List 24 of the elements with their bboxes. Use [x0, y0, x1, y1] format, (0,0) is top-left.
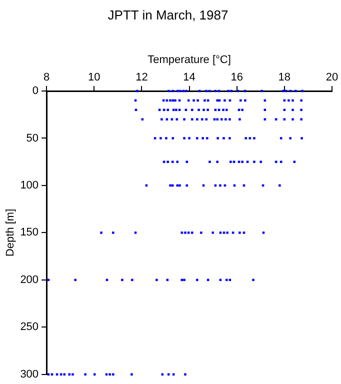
y-tick-label: 250 [20, 321, 39, 334]
point [225, 278, 228, 282]
x-tick-label: 16 [230, 71, 243, 84]
point [230, 90, 233, 92]
x-tick-label: 12 [136, 71, 148, 84]
point [176, 90, 179, 92]
point [289, 90, 292, 92]
y-tick-label: 200 [20, 274, 39, 286]
point [171, 184, 174, 187]
point [225, 108, 228, 112]
x-tick-label: 20 [326, 71, 338, 84]
x-tick-label: 18 [278, 71, 291, 84]
y-tick-label: 0 [32, 85, 39, 98]
x-tick-label: 10 [88, 71, 100, 84]
y-axis-title: Depth [m] [4, 208, 17, 257]
y-tick-label: 300 [20, 368, 39, 380]
y-tick-label: 100 [20, 180, 39, 192]
y-tick-label: 150 [20, 226, 39, 239]
y-tick-label: 50 [26, 132, 39, 144]
x-axis-title: Temperature [°C] [148, 54, 231, 66]
point [196, 278, 198, 282]
x-tick-label: 8 [43, 71, 50, 84]
x-tick-label: 14 [183, 71, 196, 84]
chart-title: JPTT in March, 1987 [108, 7, 228, 22]
